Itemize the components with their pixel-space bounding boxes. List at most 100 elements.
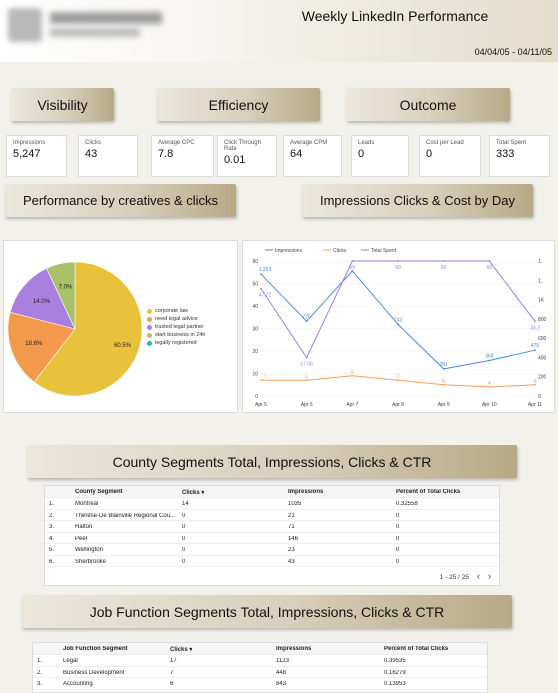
table-cell: 0.16279 — [384, 669, 406, 676]
data-point[interactable] — [305, 379, 308, 382]
column-header[interactable]: County Segment — [75, 489, 123, 495]
kpi-label: Clicks — [85, 140, 101, 146]
table-cell: Montreal — [75, 501, 99, 507]
data-point[interactable] — [397, 323, 399, 326]
table-cell: 146 — [288, 535, 299, 542]
data-label: 368 — [485, 354, 494, 360]
table-row[interactable]: 2. Business Development 7 448 0.16279 — [33, 667, 487, 678]
table-cell: 1035 — [288, 501, 302, 507]
pie-slice[interactable] — [33, 261, 143, 397]
y2-tick-label: 600 — [538, 336, 547, 342]
series-line[interactable] — [260, 260, 536, 359]
data-label: 7 — [397, 374, 400, 380]
data-point[interactable] — [442, 368, 445, 370]
data-label: 47.72 — [259, 293, 272, 299]
legend-item[interactable]: trusted legal partner — [147, 324, 204, 330]
kpi-label: Leads — [358, 140, 375, 146]
data-point[interactable] — [397, 379, 399, 382]
pie-slice-label: 7.0% — [59, 284, 73, 290]
data-label: 33.2 — [530, 325, 540, 331]
table-row[interactable]: 3. Halton 0 71 0 — [45, 521, 499, 533]
data-point[interactable] — [488, 359, 491, 362]
pie-slice[interactable] — [46, 261, 76, 330]
kpi-impressions: Impressions 5,247 — [6, 135, 67, 177]
kpi-cost-per-lead: Cost per Lead 0 — [419, 135, 481, 177]
kpi-value: 43 — [85, 148, 98, 160]
pie-slice[interactable] — [7, 311, 76, 383]
kpi-value: 0 — [358, 148, 365, 160]
y-tick-label: 50 — [252, 282, 258, 288]
data-point[interactable] — [305, 356, 308, 359]
data-point[interactable] — [305, 320, 308, 323]
row-index: 1. — [49, 501, 55, 507]
county-heading: County Segments Total, Impressions, Clic… — [27, 445, 517, 478]
data-point[interactable] — [351, 270, 354, 272]
x-tick-label: Apr 7 — [346, 402, 358, 408]
data-point[interactable] — [488, 386, 491, 388]
data-point[interactable] — [442, 260, 445, 262]
table-row[interactable]: 5. Wellington 0 23 0 — [45, 544, 499, 556]
table-row[interactable]: 6. Sherbrooke 0 43 0 — [45, 556, 499, 567]
kpi-ctr: Click Through Rate 0.01 — [217, 135, 277, 177]
data-point[interactable] — [351, 374, 354, 377]
column-header[interactable]: Impressions — [276, 646, 312, 652]
column-header[interactable]: Clicks ▾ — [170, 647, 193, 653]
kpi-label: Impressions — [13, 140, 46, 146]
data-point[interactable] — [534, 320, 536, 323]
table-row[interactable]: 2. Thérèse-De Blainville Regional Cou... 0… — [45, 510, 499, 521]
table-row[interactable]: 3. Accounting 6 843 0.13953 — [33, 678, 487, 690]
table-cell: 0 — [182, 535, 186, 542]
next-page-icon[interactable]: › — [488, 571, 491, 581]
data-point[interactable] — [260, 379, 262, 382]
table-cell: Halton — [75, 524, 93, 530]
column-header[interactable]: Clicks ▾ — [182, 490, 205, 496]
column-header[interactable]: Percent of Total Clicks — [396, 489, 461, 495]
table-cell: Sherbrooke — [75, 558, 107, 565]
data-point[interactable] — [534, 383, 536, 386]
kpi-label: Average CPM — [290, 140, 328, 146]
pie-slice-label: 18.6% — [25, 341, 43, 347]
legend-swatch — [147, 340, 152, 346]
row-index: 2. — [37, 669, 43, 676]
column-header[interactable]: Percent of Total Clicks — [384, 646, 449, 652]
date-range[interactable]: 04/04/05 - 04/11/05 — [474, 47, 552, 57]
legend-label: start business in 24h — [155, 332, 206, 338]
data-label: 60 — [350, 265, 356, 271]
data-point[interactable] — [488, 260, 491, 262]
data-point[interactable] — [260, 287, 262, 290]
table-row[interactable]: 4. Peel 0 146 0 — [45, 533, 499, 544]
data-point[interactable] — [534, 349, 536, 352]
visibility-heading: Visibility — [11, 88, 114, 121]
creatives-heading: Performance by creatives & clicks — [5, 184, 236, 217]
data-point[interactable] — [351, 260, 354, 262]
table-row[interactable]: 1. Montreal 14 1035 0.32558 — [45, 498, 499, 510]
legend-item[interactable]: legally registered — [147, 340, 197, 346]
kpi-average-cpc: Average CPC 7.8 — [151, 135, 214, 177]
kpi-average-cpm: Average CPM 64 — [283, 135, 342, 177]
data-label: 60 — [487, 265, 493, 271]
y2-tick-label: 800 — [538, 317, 547, 323]
outcome-heading: Outcome — [346, 88, 510, 121]
table-row[interactable]: 1. Legal 17 1123 0.39535 — [33, 655, 487, 667]
column-header[interactable]: Impressions — [288, 489, 324, 495]
legend-item[interactable]: start business in 24h — [147, 332, 205, 338]
data-point[interactable] — [442, 383, 445, 386]
data-point[interactable] — [397, 260, 399, 262]
legend-item[interactable]: need legal advice — [147, 316, 198, 322]
legend-label: Impressions — [275, 248, 302, 254]
table-cell: 7 — [170, 669, 174, 676]
pie-slice[interactable] — [9, 267, 76, 330]
data-label: 5 — [534, 379, 537, 385]
data-label: 281 — [439, 362, 448, 368]
legend-item[interactable]: corporate law — [147, 308, 188, 314]
kpi-label: Total Spent — [496, 140, 527, 146]
data-label: 5 — [442, 379, 445, 385]
legend-swatch — [147, 332, 152, 338]
row-index: 2. — [49, 512, 55, 519]
column-header[interactable]: Job Function Segment — [63, 646, 128, 652]
y2-tick-label: 1.. — [538, 259, 544, 265]
y-tick-label: 0 — [255, 394, 258, 400]
table-cell: 0 — [182, 524, 186, 530]
data-point[interactable] — [260, 273, 262, 276]
prev-page-icon[interactable]: ‹ — [477, 571, 480, 581]
